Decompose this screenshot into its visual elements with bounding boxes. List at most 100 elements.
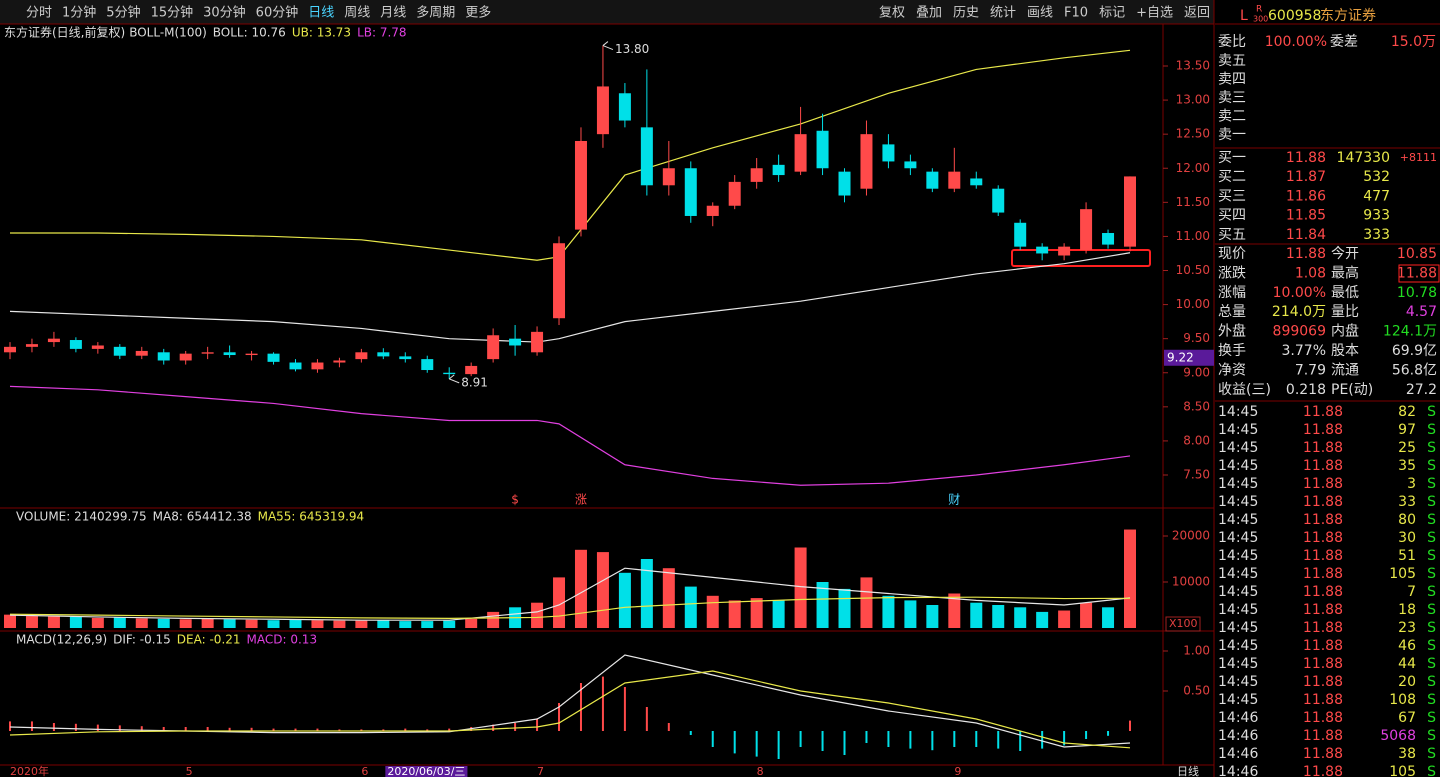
bid-price: 11.85 [1286,208,1326,224]
tick-volume: 105 [1389,566,1416,582]
candle-body [1036,246,1049,254]
tick-volume: 51 [1398,548,1416,564]
indicator-label: BOLL-M(100) [129,26,207,40]
volume-bar [992,605,1005,628]
label: 委比 [1218,34,1246,50]
period-tab[interactable]: 周线 [344,6,370,21]
candle-body [794,134,807,172]
candle-body [618,93,631,121]
tick-time: 14:46 [1218,746,1258,762]
bid-price: 11.88 [1286,150,1326,166]
candle-body [4,346,16,353]
date-label: 5 [186,765,193,777]
candle-body [25,344,38,347]
period-tab[interactable]: 30分钟 [203,5,246,21]
toolbar-button[interactable]: +自选 [1136,6,1173,21]
toolbar-button[interactable]: 返回 [1184,6,1210,21]
candle-body [684,168,697,216]
y-tick-label: 11.00 [1176,229,1210,243]
volume-bar [91,617,104,628]
tick-side: S [1427,584,1436,600]
tick-time: 14:45 [1218,674,1258,690]
volume-bar [443,620,456,628]
volume-bar [1080,602,1093,628]
period-tab[interactable]: 多周期 [416,5,455,21]
volume-bar [201,618,214,628]
indicator-label: DEA: -0.21 [177,633,241,647]
toolbar-button[interactable]: 统计 [990,6,1016,21]
tick-price: 11.88 [1303,692,1343,708]
candle-body [750,168,763,182]
tick-volume: 46 [1398,638,1416,654]
volume-bar [47,616,60,628]
toolbar-button[interactable]: 画线 [1027,6,1053,21]
quote-label: 换手 [1218,342,1246,359]
period-tab[interactable]: 分时 [26,6,52,21]
volume-bar [1014,607,1027,628]
candle-body [882,144,895,162]
candle-body [948,171,961,189]
period-tab[interactable]: 月线 [380,6,406,21]
candle-body [1124,176,1136,247]
volume-bar [816,582,829,628]
tick-time: 14:45 [1218,476,1258,492]
quote-value: 27.2 [1406,382,1437,398]
toolbar-button[interactable]: 叠加 [916,6,942,21]
date-label: 9 [954,765,961,777]
tick-time: 14:45 [1218,620,1258,636]
volume-bar [838,588,851,628]
bid-price: 11.84 [1286,227,1326,243]
tick-time: 14:45 [1218,566,1258,582]
volume-bar [113,617,126,628]
period-tab[interactable]: 1分钟 [62,5,96,21]
tick-volume: 33 [1398,494,1416,510]
toolbar-button[interactable]: 复权 [879,5,905,21]
tick-price: 11.88 [1303,620,1343,636]
tick-side: S [1427,512,1436,528]
annotation-arrow [448,374,460,384]
candle-body [509,338,522,346]
volume-bar [926,605,939,628]
candle-body [970,178,983,186]
candle-body [904,161,917,169]
y-tick-label: 8.50 [1183,399,1210,413]
bid-label: 买四 [1218,208,1246,224]
y-tick-label: 10000 [1172,575,1210,589]
date-label: 2020/06/03/三 [387,765,465,777]
indicator-label: MACD: 0.13 [247,633,318,647]
candle-body [1058,246,1071,256]
candle-body [1102,233,1115,245]
candle-body [201,352,214,354]
toolbar-button[interactable]: F10 [1064,6,1088,21]
tick-price: 11.88 [1303,512,1343,528]
tick-volume: 80 [1398,512,1416,528]
period-tab[interactable]: 日线 [308,6,334,21]
quote-value: 69.9亿 [1392,343,1437,359]
indicator-label: BOLL: 10.76 [213,26,286,40]
period-tab[interactable]: 15分钟 [151,5,194,21]
toolbar-button[interactable]: 标记 [1099,6,1125,21]
quote-label: 收益(三) [1218,382,1271,398]
annotation-label: 13.80 [615,42,649,56]
index-tag: R [1256,5,1262,15]
toolbar-button[interactable]: 历史 [953,6,979,21]
quote-value: 3.77% [1282,343,1326,359]
period-tab[interactable]: 60分钟 [256,5,299,21]
chart-title: 东方证券(日线,前复权) [4,25,125,40]
volume-bar [355,620,368,628]
candle-body [531,331,544,353]
tick-price: 11.88 [1303,440,1343,456]
quote-label: 内盘 [1331,323,1359,340]
tick-price: 11.88 [1303,404,1343,420]
y-tick-label: 10.00 [1176,297,1210,311]
period-tab[interactable]: 5分钟 [106,5,140,21]
event-marker: $ [511,493,519,507]
volume-bar [794,547,807,628]
bid-volume: 532 [1363,169,1390,185]
indicator-line [9,252,1131,343]
tick-side: S [1427,710,1436,726]
period-tab[interactable]: 更多 [465,5,491,21]
y-tick-label: 7.50 [1183,468,1210,482]
